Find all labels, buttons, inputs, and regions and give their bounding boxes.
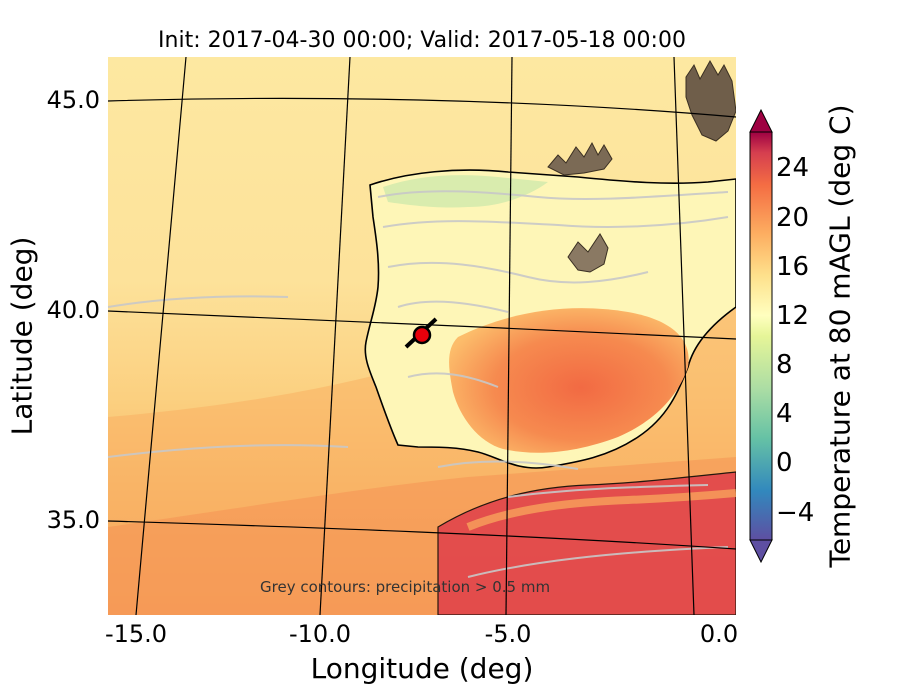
graticule: [108, 57, 736, 615]
ytick-label: 45.0: [46, 86, 100, 114]
africa-coast-band: [466, 489, 736, 531]
xtick-label: -5.0: [484, 620, 532, 648]
colorbar-tick: 4: [776, 399, 793, 429]
site-marker: [404, 317, 438, 349]
colorbar-tick: 16: [776, 252, 810, 282]
colorbar-tick: 0: [776, 448, 793, 478]
xtick-label: -15.0: [104, 620, 168, 648]
pyrenees-range: [547, 141, 613, 176]
colorbar-tick: −4: [776, 498, 815, 528]
y-axis-label: Latitude (deg): [5, 236, 39, 436]
colorbar-tick: 24: [776, 153, 810, 183]
colorbar-bottom-arrow: [749, 539, 773, 564]
xtick-label: -10.0: [288, 620, 352, 648]
alps-range: [685, 59, 736, 142]
central-range: [567, 233, 609, 273]
colorbar-tick: 20: [776, 203, 810, 233]
north-africa-land: [437, 471, 736, 615]
x-axis-label: Longitude (deg): [310, 652, 534, 685]
colorbar-tick: 12: [776, 301, 810, 331]
colorbar-top-arrow: [749, 108, 773, 133]
xtick-label: 0.0: [699, 620, 739, 648]
ytick-label: 40.0: [46, 296, 100, 324]
precip-contours: [108, 190, 729, 578]
precip-annotation: Grey contours: precipitation > 0.5 mm: [260, 578, 551, 596]
map-title: Init: 2017-04-30 00:00; Valid: 2017-05-1…: [158, 28, 686, 53]
colorbar-label: Temperature at 80 mAGL (deg C): [823, 104, 857, 568]
colorbar: [749, 108, 773, 564]
ytick-label: 35.0: [46, 506, 100, 534]
colorbar-tick: 8: [776, 350, 793, 380]
map-panel: [108, 57, 736, 615]
colorbar-body: [749, 131, 773, 541]
